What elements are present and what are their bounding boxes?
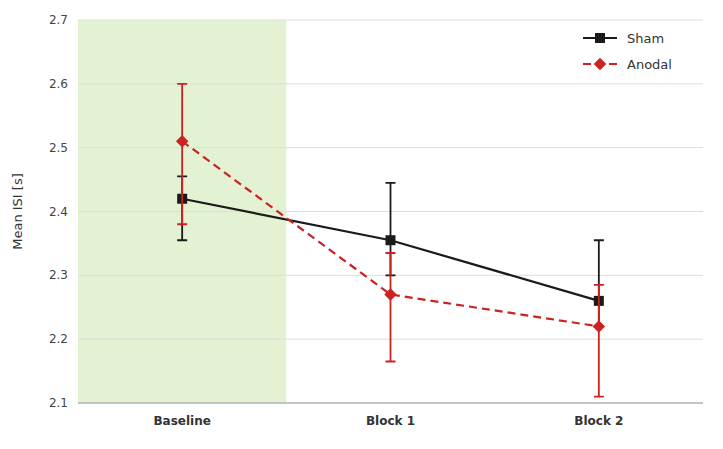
y-tick-label: 2.3 [49,268,68,282]
point [593,320,606,333]
error-bar-lower [594,326,604,396]
y-tick-label: 2.6 [49,77,68,91]
legend: Sham Anodal [583,31,672,72]
error-bar-upper [386,183,396,240]
chart: 2.1 2.2 2.3 2.4 2.5 2.6 2.7 Baseline Block 1 Bloc… [0,0,723,449]
legend-label: Sham [627,31,664,46]
error-bar-upper [177,84,187,141]
x-axis-line [78,403,703,404]
point [176,135,189,148]
x-tick-label: Block 1 [366,414,415,428]
y-tick-label: 2.2 [49,332,68,346]
series [176,84,605,397]
grid-line [78,147,703,148]
point [386,235,396,245]
x-tick-label: Block 2 [574,414,623,428]
y-tick-label: 2.4 [49,205,68,219]
point [384,288,397,301]
legend-label: Anodal [627,57,672,72]
plot-area [176,84,605,397]
y-tick-label: 2.7 [49,13,68,27]
y-tick-label: 2.1 [49,396,68,410]
grid [78,20,703,403]
error-bar-lower [177,141,187,224]
legend-marker [595,33,605,43]
y-axis-label: Mean ISI [s] [10,173,25,250]
series-line [182,199,599,301]
grid-line [78,20,703,21]
legend-marker [594,58,607,71]
y-tick-label: 2.5 [49,141,68,155]
grid-line [78,403,703,404]
grid-line [78,83,703,84]
series-line [182,141,599,326]
error-bar-lower [386,294,396,361]
x-tick-label: Baseline [153,414,210,428]
